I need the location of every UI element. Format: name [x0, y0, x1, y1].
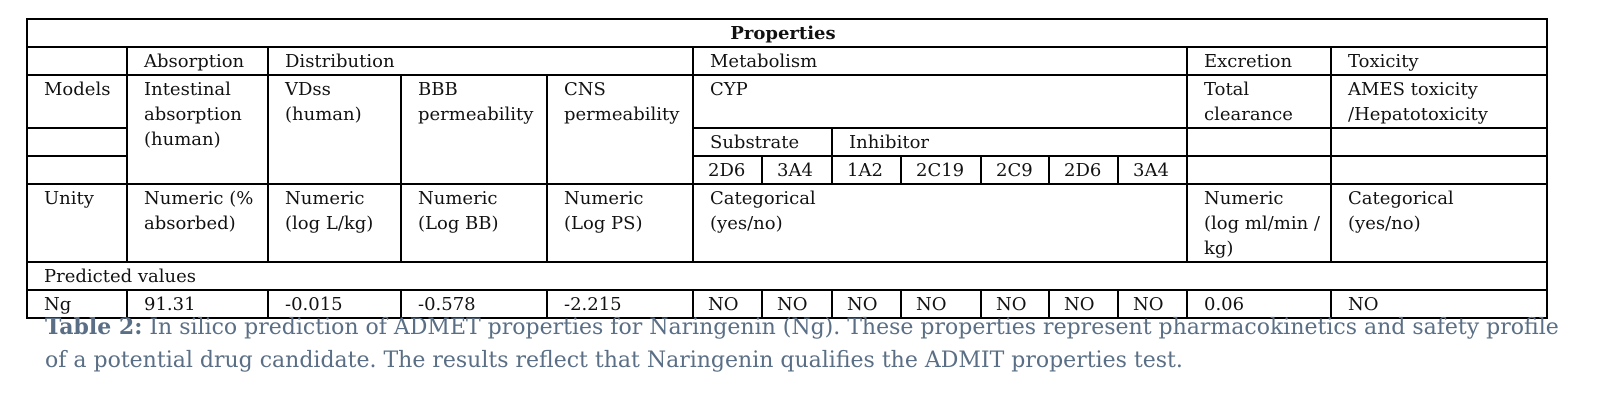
cyp-isoform: 2C9 [980, 155, 1050, 185]
table-caption: Table 2: In silico prediction of ADMET p… [45, 311, 1565, 377]
value-cyp: NO [1117, 289, 1188, 319]
cyp-isoform: 2D6 [692, 155, 763, 185]
cyp-isoform: 2D6 [1048, 155, 1119, 185]
category-metabolism: Metabolism [692, 46, 1188, 76]
unit-intestinal: Numeric (% absorbed) [126, 183, 269, 263]
cyp-isoform: 3A4 [761, 155, 833, 185]
cyp-group-inhibitor: Inhibitor [831, 127, 1188, 157]
empty-cell [1186, 155, 1332, 185]
category-distribution: Distribution [267, 46, 694, 76]
param-ames-hepatotoxicity: AMES toxicity /Hepatotoxicity [1329, 74, 1549, 129]
admet-properties-table: Properties Absorption Distribution Metab… [25, 18, 1549, 319]
value-cns: -2.215 [546, 289, 694, 319]
value-cyp: NO [831, 289, 902, 319]
cyp-isoform: 2C19 [900, 155, 982, 185]
param-vdss: VDss (human) [267, 74, 402, 185]
value-cyp: NO [900, 289, 982, 319]
table-title: Properties [25, 18, 1549, 48]
empty-cell [1186, 127, 1332, 157]
unit-vdss: Numeric (log L/kg) [267, 183, 402, 263]
value-cyp: NO [1048, 289, 1119, 319]
param-intestinal-absorption: Intestinal absorption (human) [126, 74, 269, 185]
unit-toxicity: Categorical (yes/no) [1329, 183, 1549, 263]
caption-label: Table 2: [45, 314, 143, 340]
caption-text: In silico prediction of ADMET properties… [45, 315, 1559, 373]
row-label-models: Models [26, 74, 128, 129]
unit-cns: Numeric (Log PS) [546, 183, 694, 263]
value-cyp: NO [692, 289, 763, 319]
empty-cell [26, 46, 128, 76]
unit-metabolism: Categorical (yes/no) [692, 183, 1188, 263]
category-excretion: Excretion [1186, 46, 1332, 76]
value-cyp: NO [980, 289, 1050, 319]
row-label-unity: Unity [26, 183, 128, 263]
value-clearance: 0.06 [1186, 289, 1332, 319]
empty-cell [26, 155, 128, 185]
compound-name: Ng [26, 289, 128, 319]
empty-cell [1329, 127, 1549, 157]
param-cns-permeability: CNS permeability [546, 74, 694, 185]
empty-cell [1329, 155, 1549, 185]
param-total-clearance: Total clearance [1186, 74, 1332, 129]
value-toxicity: NO [1329, 289, 1549, 319]
cyp-isoform: 1A2 [831, 155, 902, 185]
category-toxicity: Toxicity [1329, 46, 1549, 76]
value-vdss: -0.015 [267, 289, 402, 319]
category-absorption: Absorption [126, 46, 269, 76]
row-label-predicted-values: Predicted values [25, 261, 1549, 291]
unit-bbb: Numeric (Log BB) [400, 183, 548, 263]
value-bbb: -0.578 [400, 289, 548, 319]
unit-clearance: Numeric (log ml/min / kg) [1186, 183, 1332, 263]
empty-cell [26, 127, 128, 157]
param-cyp: CYP [692, 74, 1188, 129]
value-cyp: NO [761, 289, 833, 319]
cyp-group-substrate: Substrate [692, 127, 833, 157]
param-bbb-permeability: BBB permeability [400, 74, 548, 185]
value-intestinal: 91.31 [126, 289, 269, 319]
cyp-isoform: 3A4 [1117, 155, 1188, 185]
